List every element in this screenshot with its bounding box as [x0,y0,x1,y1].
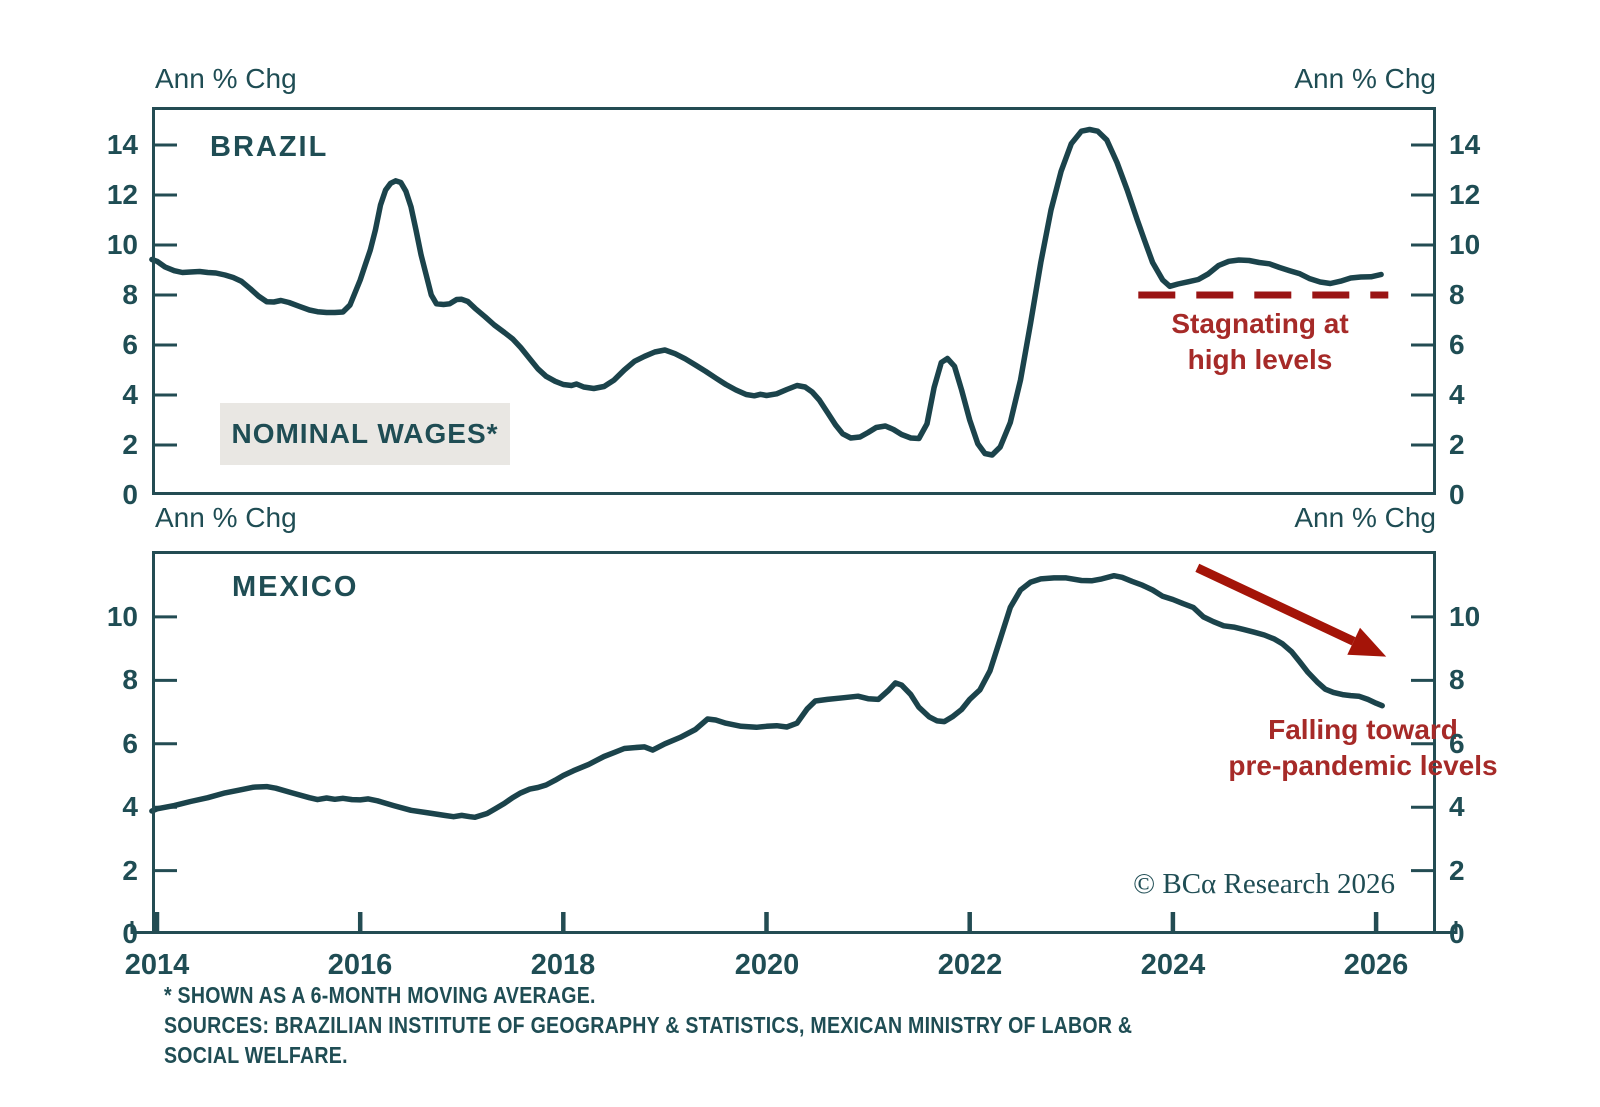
brazil-title: BRAZIL [210,131,329,163]
stagnating-annotation-line2: high levels [1187,344,1333,375]
y-axis-unit-bottom-right: Ann % Chg [1294,502,1436,533]
y-tick-label: 0 [122,479,138,510]
nominal-wages-label-box: NOMINAL WAGES* [220,403,510,465]
y-tick-label: 8 [122,664,138,695]
y-tick-label: 2 [1449,855,1465,886]
brazil-chart-svg [149,107,1436,495]
nominal-wages-label: NOMINAL WAGES* [231,418,499,449]
mexico-title: MEXICO [232,571,359,603]
y-tick-label: 12 [1449,179,1481,210]
x-tick-label: 2024 [1140,949,1206,981]
x-tick-label: 2022 [937,949,1003,981]
footnote-sources-line2: SOCIAL WELFARE. [164,1042,348,1068]
x-tick-label: 2026 [1343,949,1409,981]
panel-border [152,551,1436,934]
y-tick-label: 10 [106,229,138,260]
y-tick-label: 0 [1449,479,1465,510]
falling-arrow-shaft [1195,563,1356,646]
x-tick-label: 2020 [734,949,800,981]
y-tick-label: 6 [1449,728,1465,759]
y-tick-label: 6 [122,728,138,759]
mexico-panel: MEXICO Falling toward pre-pandemic level… [130,551,1498,934]
stagnating-annotation: Stagnating at high levels [1100,306,1420,378]
x-tick-label: 2014 [124,949,190,981]
y-tick-label: 0 [1449,918,1465,949]
brazil-panel: BRAZIL NOMINAL WAGES* Stagnating at high… [149,107,1436,495]
y-axis-unit-top-left: Ann % Chg [155,63,297,94]
y-tick-label: 2 [122,855,138,886]
panel-border [152,107,1436,495]
y-tick-label: 2 [1449,429,1465,460]
mexico-series-line [149,572,1385,821]
y-tick-label: 6 [122,329,138,360]
y-tick-label: 2 [122,429,138,460]
x-tick-label: 2018 [530,949,596,981]
y-tick-label: 6 [1449,329,1465,360]
y-tick-label: 14 [1449,129,1481,160]
y-tick-label: 0 [122,918,138,949]
y-tick-label: 14 [106,129,138,160]
y-tick-label: 10 [1449,229,1481,260]
y-tick-label: 8 [1449,279,1465,310]
falling-annotation-line1: Falling toward [1268,714,1458,745]
footnote-moving-average: * SHOWN AS A 6-MONTH MOVING AVERAGE. [164,982,596,1008]
y-tick-label: 4 [1449,791,1465,822]
y-tick-label: 4 [122,791,138,822]
falling-arrow-head [1347,627,1387,657]
y-tick-label: 10 [1449,601,1481,632]
x-tick-label: 2016 [327,949,393,981]
y-tick-label: 12 [106,179,138,210]
y-axis-unit-top-right: Ann % Chg [1294,63,1436,94]
brazil-series-line [149,126,1384,458]
axis-end-hook [130,921,152,934]
falling-annotation: Falling toward pre-pandemic levels [1163,712,1563,784]
y-tick-label: 4 [122,379,138,410]
falling-annotation-line2: pre-pandemic levels [1228,750,1498,781]
footnote-sources-line1: SOURCES: BRAZILIAN INSTITUTE OF GEOGRAPH… [164,1012,1133,1038]
stagnating-annotation-line1: Stagnating at [1171,308,1349,339]
y-axis-unit-bottom-left: Ann % Chg [155,502,297,533]
y-tick-label: 8 [122,279,138,310]
axis-end-hook [1436,921,1458,934]
y-tick-label: 4 [1449,379,1465,410]
y-tick-label: 10 [106,601,138,632]
bca-research-copyright: © BCα Research 2026 [1133,868,1395,900]
y-tick-label: 8 [1449,664,1465,695]
mexico-chart-svg [130,551,1458,934]
